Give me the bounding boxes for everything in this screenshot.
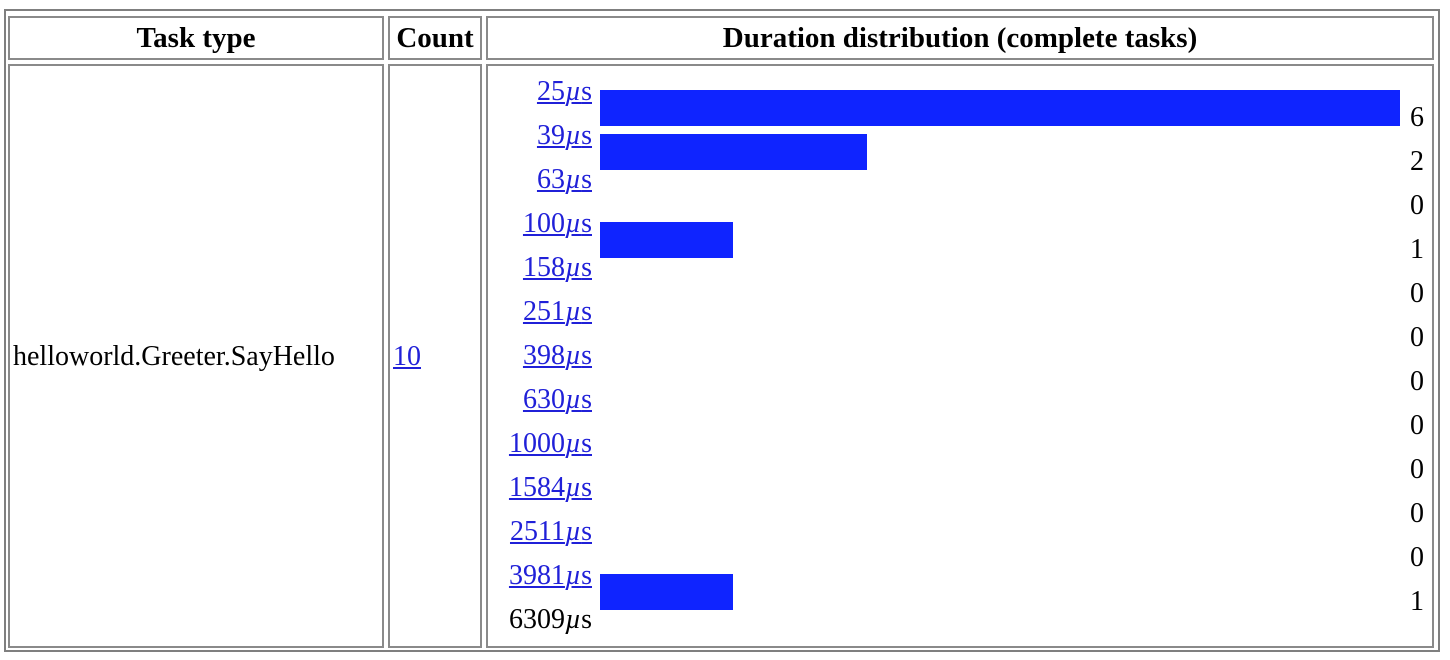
- header-distribution-label: Duration distribution (complete tasks): [722, 21, 1198, 54]
- bucket-bound-label[interactable]: 2511µs: [509, 516, 592, 547]
- task-type-cell: helloworld.Greeter.SayHello: [8, 64, 384, 648]
- bucket-bound-label[interactable]: 158µs: [522, 252, 592, 283]
- stats-table: [4, 9, 1440, 652]
- bucket-count-label: 0: [1410, 278, 1424, 309]
- bucket-count-label: 0: [1410, 410, 1424, 441]
- bucket-bound-label[interactable]: 25µs: [536, 76, 592, 107]
- header-count-label: Count: [396, 21, 474, 54]
- histogram-bar: [600, 134, 867, 170]
- count-cell: 10: [388, 64, 482, 648]
- bucket-bound-label[interactable]: 63µs: [536, 164, 592, 195]
- bucket-bound-label[interactable]: 39µs: [536, 120, 592, 151]
- histogram-bar: [600, 90, 1400, 126]
- histogram-bar: [600, 222, 733, 258]
- header-duration-distribution: Duration distribution (complete tasks): [486, 16, 1434, 60]
- histogram-bar: [600, 574, 733, 610]
- header-task-type: Task type: [8, 16, 384, 60]
- bucket-count-label: 0: [1410, 366, 1424, 397]
- header-count: Count: [388, 16, 482, 60]
- bucket-count-label: 1: [1410, 234, 1424, 265]
- bucket-bound-label[interactable]: 1584µs: [508, 472, 592, 503]
- header-task-type-label: Task type: [136, 21, 256, 54]
- bucket-count-label: 0: [1410, 542, 1424, 573]
- bucket-count-label: 6: [1410, 102, 1424, 133]
- bucket-count-label: 0: [1410, 190, 1424, 221]
- bucket-bound-label[interactable]: 3981µs: [508, 560, 592, 591]
- bucket-bound-label[interactable]: 630µs: [522, 384, 592, 415]
- bucket-bound-label: 6309µs: [508, 604, 592, 635]
- bucket-count-label: 1: [1410, 586, 1424, 617]
- bucket-count-label: 0: [1410, 498, 1424, 529]
- bucket-count-label: 2: [1410, 146, 1424, 177]
- bucket-count-label: 0: [1410, 322, 1424, 353]
- task-type-name: helloworld.Greeter.SayHello: [13, 341, 335, 372]
- bucket-count-label: 0: [1410, 454, 1424, 485]
- bucket-bound-label[interactable]: 251µs: [522, 296, 592, 327]
- bucket-bound-label[interactable]: 100µs: [522, 208, 592, 239]
- histogram-cell: 25µs 39µs 63µs 100µs 158µs 251µs 398µs 630µs 100…: [486, 64, 1434, 648]
- count-link[interactable]: 10: [393, 341, 421, 372]
- bucket-bound-label[interactable]: 398µs: [522, 340, 592, 371]
- bucket-bound-label[interactable]: 1000µs: [508, 428, 592, 459]
